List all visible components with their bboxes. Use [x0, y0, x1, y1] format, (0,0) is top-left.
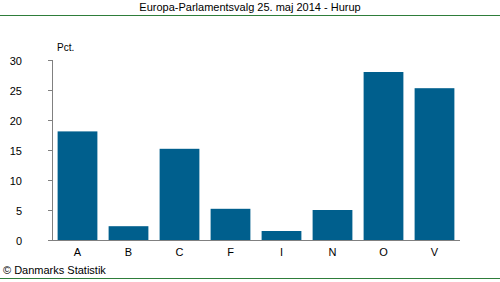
x-tick-label: A	[74, 246, 82, 258]
x-tick-label: N	[329, 246, 337, 258]
title-rule	[0, 15, 500, 16]
bar	[415, 88, 455, 240]
x-axis	[52, 240, 460, 241]
x-tick-label: C	[176, 246, 184, 258]
y-tick	[48, 120, 52, 121]
y-tick-label: 25	[10, 85, 22, 97]
bar	[364, 72, 404, 240]
x-tick-label: I	[280, 246, 283, 258]
bar	[58, 131, 98, 240]
y-axis	[52, 60, 53, 240]
y-tick	[48, 60, 52, 61]
bar	[211, 209, 251, 240]
y-tick-label: 30	[10, 55, 22, 67]
y-tick-label: 10	[10, 175, 22, 187]
x-tick-label: B	[125, 246, 132, 258]
y-tick-label: 15	[10, 145, 22, 157]
y-tick	[48, 180, 52, 181]
y-label: Pct.	[57, 42, 74, 53]
chart: Europa-Parlamentsvalg 25. maj 2014 - Hur…	[0, 0, 500, 282]
x-tick-label: V	[431, 246, 439, 258]
y-tick-label: 0	[16, 235, 22, 247]
y-tick	[48, 210, 52, 211]
bar	[109, 226, 149, 240]
y-tick	[48, 90, 52, 91]
source: © Danmarks Statistik	[3, 264, 106, 276]
bar	[313, 210, 353, 240]
y-tick-label: 20	[10, 115, 22, 127]
bar	[160, 149, 200, 240]
bar	[262, 231, 302, 240]
title: Europa-Parlamentsvalg 25. maj 2014 - Hur…	[139, 1, 360, 13]
y-tick	[48, 240, 52, 241]
bottom-rule	[0, 278, 500, 279]
x-tick-label: O	[379, 246, 388, 258]
y-tick	[48, 150, 52, 151]
x-tick-label: F	[227, 246, 234, 258]
y-tick-label: 5	[16, 205, 22, 217]
bars	[58, 72, 455, 240]
